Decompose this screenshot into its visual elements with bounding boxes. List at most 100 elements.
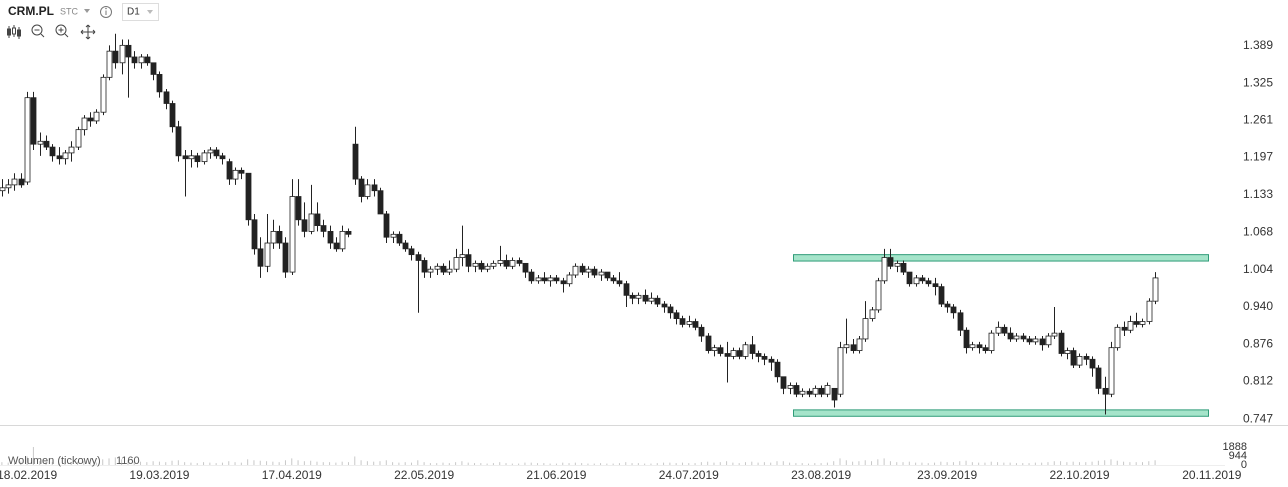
zoom-out-button[interactable] bbox=[31, 24, 45, 38]
candle-body bbox=[869, 309, 876, 320]
candle-body bbox=[988, 332, 995, 351]
candle-body bbox=[654, 297, 661, 305]
volume-bar bbox=[1047, 462, 1049, 465]
candle-body bbox=[982, 347, 989, 351]
candle-body bbox=[887, 257, 894, 267]
volume-bar bbox=[184, 462, 186, 465]
volume-bar bbox=[272, 461, 274, 465]
candle-body bbox=[37, 140, 44, 145]
candle-body bbox=[453, 257, 460, 270]
candle-body bbox=[339, 230, 346, 250]
toolbar bbox=[7, 24, 96, 40]
candle-body bbox=[1045, 335, 1052, 346]
volume-bar bbox=[864, 460, 866, 465]
y-tick-label: 0.876 bbox=[1243, 336, 1273, 350]
y-tick-label: 1.325 bbox=[1243, 75, 1273, 89]
volume-bar bbox=[436, 463, 438, 465]
volume-bar bbox=[543, 463, 545, 465]
volume-bar bbox=[95, 462, 97, 465]
volume-bar bbox=[492, 463, 494, 465]
x-tick-label: 17.04.2019 bbox=[262, 468, 322, 482]
volume-bar bbox=[64, 462, 66, 465]
volume-bar bbox=[694, 463, 696, 465]
candle-body bbox=[585, 268, 592, 273]
candle-body bbox=[686, 321, 693, 325]
volume-bar bbox=[763, 462, 765, 465]
volume-bar bbox=[158, 461, 160, 465]
candle-body bbox=[642, 294, 649, 302]
interval-select[interactable] bbox=[122, 3, 159, 21]
volume-bar bbox=[77, 461, 79, 465]
candle-body bbox=[49, 146, 56, 157]
volume-bar bbox=[474, 463, 476, 465]
candle-body bbox=[138, 56, 145, 64]
candle-body bbox=[780, 376, 787, 389]
candle-body bbox=[427, 268, 434, 273]
candle-body bbox=[169, 103, 176, 128]
candle-body bbox=[490, 262, 497, 267]
volume-bar bbox=[902, 462, 904, 465]
candle-body bbox=[1095, 367, 1102, 389]
volume-bar bbox=[1110, 459, 1112, 465]
volume-bar bbox=[1154, 460, 1156, 465]
candle-body bbox=[969, 344, 976, 349]
candle-body bbox=[932, 283, 939, 288]
candle-body bbox=[528, 271, 535, 282]
volume-bar bbox=[7, 462, 9, 465]
candle-body bbox=[850, 344, 857, 351]
volume-bar bbox=[240, 462, 242, 465]
candle-body bbox=[270, 230, 277, 244]
volume-bar bbox=[852, 461, 854, 465]
volume-bar bbox=[1072, 461, 1074, 465]
volume-bar bbox=[385, 460, 387, 465]
volume-bar bbox=[1116, 460, 1118, 465]
candle-body bbox=[213, 149, 220, 157]
candle-body bbox=[232, 169, 239, 180]
candle-body bbox=[661, 303, 668, 308]
candle-body bbox=[768, 358, 775, 363]
candle-body bbox=[1076, 355, 1083, 366]
volume-bar bbox=[1148, 461, 1150, 465]
chart-type-button[interactable] bbox=[7, 25, 21, 39]
candle-body bbox=[856, 338, 863, 351]
info-icon[interactable] bbox=[100, 6, 112, 18]
candle-body bbox=[516, 260, 523, 264]
candle-body bbox=[1026, 338, 1033, 343]
volume-bar bbox=[499, 462, 501, 465]
volume-bar bbox=[39, 461, 41, 465]
zoom-in-button[interactable] bbox=[55, 24, 69, 38]
volume-bar bbox=[297, 460, 299, 465]
volume-bar bbox=[486, 463, 488, 465]
candle-body bbox=[774, 361, 781, 378]
volume-bar bbox=[618, 463, 620, 465]
candle-body bbox=[251, 219, 258, 250]
volume-bar bbox=[354, 456, 356, 465]
volume-pane bbox=[1, 446, 1156, 465]
x-tick-label: 19.03.2019 bbox=[129, 468, 189, 482]
volume-bar bbox=[51, 462, 53, 465]
volume-bar bbox=[360, 460, 362, 465]
candle-body bbox=[459, 254, 466, 258]
candle-body bbox=[553, 277, 560, 282]
candle-body bbox=[755, 353, 762, 357]
candle-body bbox=[327, 230, 334, 244]
candle-body bbox=[478, 262, 485, 270]
candle-body bbox=[749, 344, 756, 354]
symbol-dropdown[interactable] bbox=[84, 9, 90, 13]
volume-bar bbox=[669, 462, 671, 465]
pan-button[interactable] bbox=[80, 24, 96, 40]
candles bbox=[0, 33, 1159, 415]
volume-bar bbox=[896, 462, 898, 465]
volume-bar bbox=[738, 463, 740, 465]
info-icon-dot bbox=[105, 7, 107, 10]
volume-bar bbox=[1053, 461, 1055, 465]
volume-bar bbox=[13, 463, 15, 465]
candle-body bbox=[364, 184, 371, 197]
candle-body bbox=[824, 385, 831, 395]
volume-bar bbox=[247, 459, 249, 465]
candle-body bbox=[301, 219, 308, 232]
volume-bar bbox=[209, 462, 211, 465]
candle-body bbox=[434, 265, 441, 270]
candle-body bbox=[56, 155, 63, 160]
volume-bar bbox=[177, 460, 179, 465]
